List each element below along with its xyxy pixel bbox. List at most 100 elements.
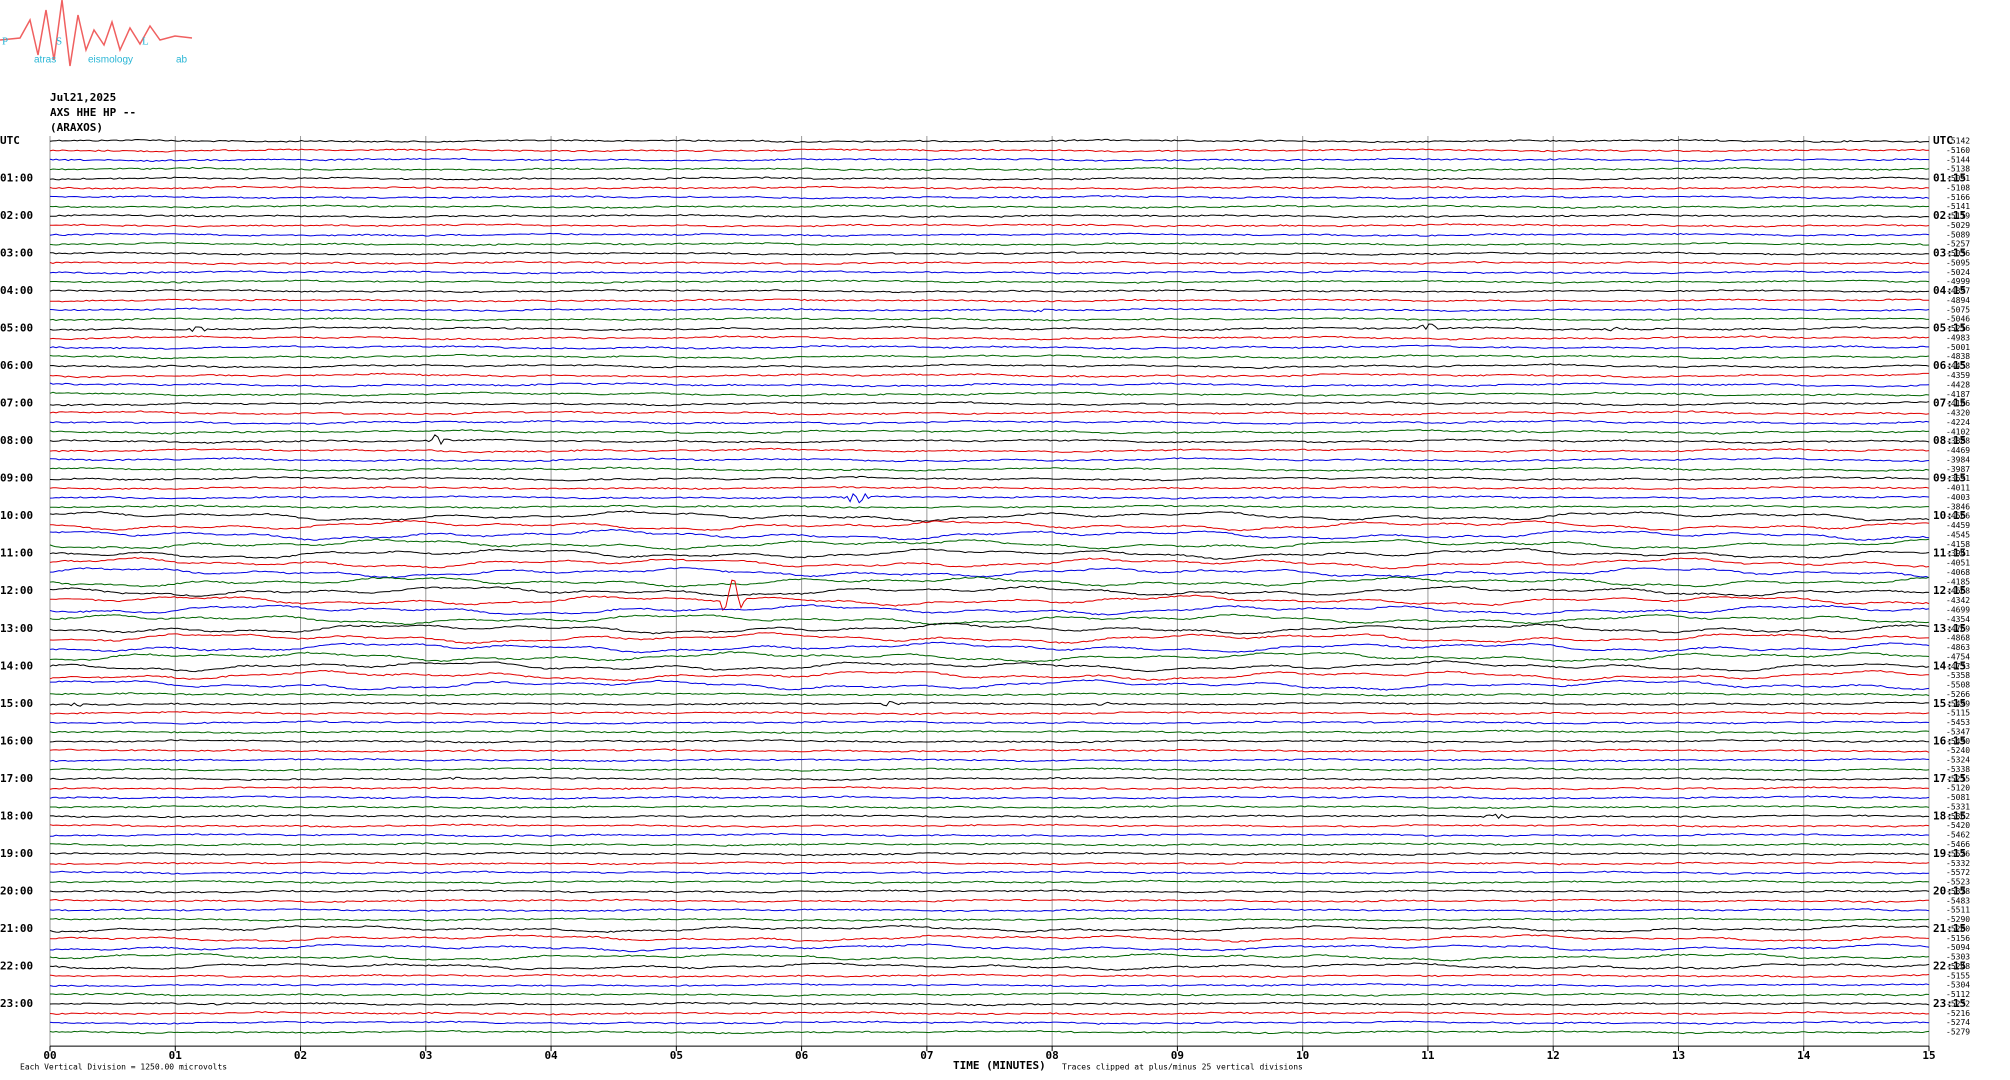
offset-label: -5024 [1946,268,1970,277]
trace [49,924,1930,934]
logo-letter: P [2,36,8,48]
hour-label-left: 01:00 [0,172,33,185]
offset-label: -5303 [1946,953,1970,962]
offset-label: -5331 [1946,802,1970,811]
hour-label-right: 06:15 [1933,359,1966,372]
offset-label: -5036 [1946,249,1970,258]
logo-word: eismology [88,55,133,66]
hour-label-right: 11:15 [1933,547,1966,560]
hour-label-right: 03:15 [1933,247,1966,260]
offset-label: -5508 [1946,681,1970,690]
hour-label-left: 16:00 [0,734,33,747]
x-tick-label: 13 [1672,1049,1685,1062]
offset-label: -4428 [1946,380,1970,389]
trace [49,323,1930,333]
trace [49,335,1930,341]
hour-label-right: 01:15 [1933,172,1966,185]
trace [49,748,1930,753]
trace [49,504,1929,510]
offset-label: -5215 [1946,774,1970,783]
offset-label: -5112 [1946,990,1970,999]
trace [49,823,1930,828]
hour-label-left: 22:00 [0,959,33,972]
hour-label-left: 17:00 [0,772,33,785]
trace [49,962,1930,971]
trace [49,700,1930,707]
trace [49,669,1929,682]
trace [49,410,1930,416]
hour-label-right: 05:15 [1933,322,1966,335]
offset-label: -5499 [1946,699,1970,708]
trace [49,466,1930,472]
hour-label-left: 21:00 [0,922,33,935]
hour-label-right: UTC [1933,134,1953,147]
trace [49,344,1929,350]
trace [50,917,1930,922]
offset-label: -5001 [1946,343,1970,352]
offset-label: -4011 [1946,484,1970,493]
hour-label-right: 10:15 [1933,509,1966,522]
x-tick-label: 05 [670,1049,683,1062]
hour-label-right: 16:15 [1933,734,1966,747]
offset-label: -5453 [1946,718,1970,727]
hour-label-right: 07:15 [1933,397,1966,410]
offset-label: -5081 [1946,793,1970,802]
trace [49,842,1930,847]
offset-label: -5119 [1946,212,1970,221]
offset-label: -4458 [1946,362,1970,371]
trace [49,585,1930,597]
offset-label: -5046 [1946,315,1970,324]
offset-label: -5138 [1946,165,1970,174]
offset-label: -5511 [1946,906,1970,915]
hour-label-left: 05:00 [0,322,33,335]
offset-label: -4754 [1946,652,1970,661]
offset-label: -5378 [1946,887,1970,896]
offset-label: -5029 [1946,221,1970,230]
offset-label: -5358 [1946,671,1970,680]
trace [50,679,1930,691]
offset-label: -4185 [1946,577,1970,586]
trace [49,757,1930,763]
hour-label-right: 09:15 [1933,472,1966,485]
trace [50,457,1930,463]
offset-label: -4868 [1946,634,1970,643]
x-tick-label: 04 [544,1049,558,1062]
trace [49,391,1930,397]
logo-letter: L [142,36,149,48]
hour-label-right: 13:15 [1933,622,1966,635]
offset-label: -5526 [1946,849,1970,858]
trace [49,1029,1930,1035]
x-axis-title: TIME (MINUTES) [953,1059,1046,1072]
trace [49,157,1930,163]
offset-label: -5523 [1946,878,1970,887]
trace [49,232,1930,237]
trace [49,354,1930,360]
offset-label: -4224 [1946,418,1970,427]
logo-word: atras [34,55,56,66]
hour-label-left: 06:00 [0,359,33,372]
offset-label: -5094 [1946,943,1970,952]
trace [49,547,1930,560]
trace [49,195,1930,200]
trace [50,992,1930,997]
x-tick-label: 10 [1296,1049,1309,1062]
offset-label: -4999 [1946,277,1970,286]
hour-label-left: 09:00 [0,472,33,485]
trace [49,604,1930,616]
x-tick-label: 02 [294,1049,307,1062]
trace [49,613,1930,626]
hour-label-left: 08:00 [0,434,33,447]
trace [49,983,1930,988]
offset-label: -5166 [1946,193,1970,202]
hour-label-left: 07:00 [0,397,33,410]
offset-label: -5257 [1946,240,1970,249]
hour-label-right: 21:15 [1933,922,1966,935]
trace [49,870,1930,875]
offset-label: -5290 [1946,915,1970,924]
trace [49,641,1930,654]
offset-label: -3941 [1946,549,1970,558]
offset-label: -4894 [1946,296,1970,305]
offset-label: -5089 [1946,230,1970,239]
trace [49,241,1930,247]
offset-label: -5232 [1946,999,1970,1008]
